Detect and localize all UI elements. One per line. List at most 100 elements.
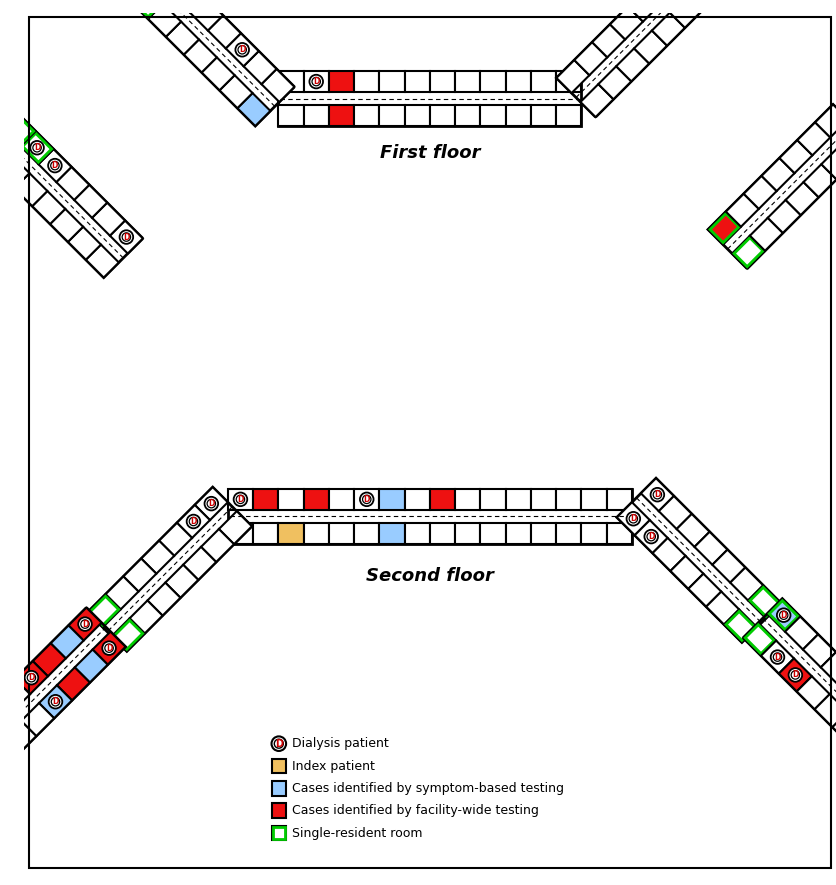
Polygon shape [803,165,836,197]
Bar [228,489,632,544]
Bar [272,781,286,796]
Polygon shape [706,591,739,625]
Text: D: D [793,671,798,680]
Polygon shape [803,635,836,667]
Circle shape [81,620,89,628]
Polygon shape [798,122,830,155]
Polygon shape [599,66,631,99]
Circle shape [33,143,41,152]
Bar [354,489,380,510]
Bar [607,489,632,510]
Polygon shape [688,0,721,10]
Polygon shape [779,658,812,691]
Polygon shape [557,60,589,93]
Circle shape [186,515,201,528]
Text: D: D [191,517,196,526]
Polygon shape [237,93,270,126]
Bar [303,71,329,92]
Bar [278,71,582,127]
Polygon shape [105,576,139,610]
Text: D: D [364,495,370,504]
Polygon shape [201,529,234,562]
Bar [329,523,354,544]
Bar [430,523,455,544]
Polygon shape [695,532,727,565]
Polygon shape [634,30,667,64]
Text: D: D [239,45,246,54]
Bar [329,71,354,92]
Circle shape [104,644,114,652]
Polygon shape [219,512,252,544]
Polygon shape [201,58,235,90]
Polygon shape [0,155,29,189]
Bar [481,71,506,92]
Polygon shape [670,0,703,27]
Polygon shape [88,595,120,627]
Polygon shape [610,6,643,40]
Circle shape [272,736,286,751]
Bar [380,105,405,127]
Circle shape [626,512,640,526]
Polygon shape [580,84,614,117]
Polygon shape [74,650,108,682]
Circle shape [189,517,197,526]
Polygon shape [220,75,252,108]
Text: Dialysis patient: Dialysis patient [292,737,389,750]
Bar [531,105,556,127]
Bar [380,523,405,544]
Circle shape [24,671,38,684]
Polygon shape [708,212,741,244]
Polygon shape [124,558,156,591]
Text: D: D [53,697,59,706]
Polygon shape [166,21,199,55]
Circle shape [28,673,36,682]
Circle shape [274,739,283,748]
Text: D: D [630,514,636,523]
Text: D: D [313,77,319,86]
Polygon shape [51,626,84,658]
Text: D: D [648,532,655,541]
Circle shape [773,653,782,661]
Polygon shape [821,146,836,180]
Polygon shape [0,696,13,730]
Polygon shape [56,167,89,200]
Polygon shape [38,149,71,182]
Circle shape [771,650,784,664]
Polygon shape [744,176,777,209]
Text: Second floor: Second floor [366,567,494,585]
Polygon shape [659,496,691,529]
Bar [582,489,607,510]
Polygon shape [748,585,781,619]
Text: D: D [781,611,787,620]
Circle shape [777,608,791,622]
Text: Single-resident room: Single-resident room [292,827,422,840]
Polygon shape [645,0,679,4]
Circle shape [0,706,3,720]
Text: D: D [82,620,89,628]
Polygon shape [183,547,217,580]
Circle shape [51,697,59,706]
Circle shape [647,533,655,541]
Polygon shape [69,608,101,641]
Text: Index patient: Index patient [292,759,375,773]
Circle shape [48,158,62,173]
Bar [380,71,405,92]
Polygon shape [226,34,258,66]
Bar [481,105,506,127]
Circle shape [233,493,247,506]
Circle shape [653,490,661,499]
Polygon shape [3,721,36,754]
Polygon shape [74,185,107,218]
Polygon shape [172,0,205,12]
Polygon shape [21,131,54,165]
Circle shape [122,233,130,242]
Text: D: D [237,495,243,504]
Bar [556,105,582,127]
Polygon shape [786,182,818,215]
Polygon shape [130,0,163,19]
Polygon shape [814,694,836,727]
Circle shape [788,668,803,681]
Polygon shape [39,685,72,719]
Bar [455,71,481,92]
Text: D: D [275,739,283,749]
